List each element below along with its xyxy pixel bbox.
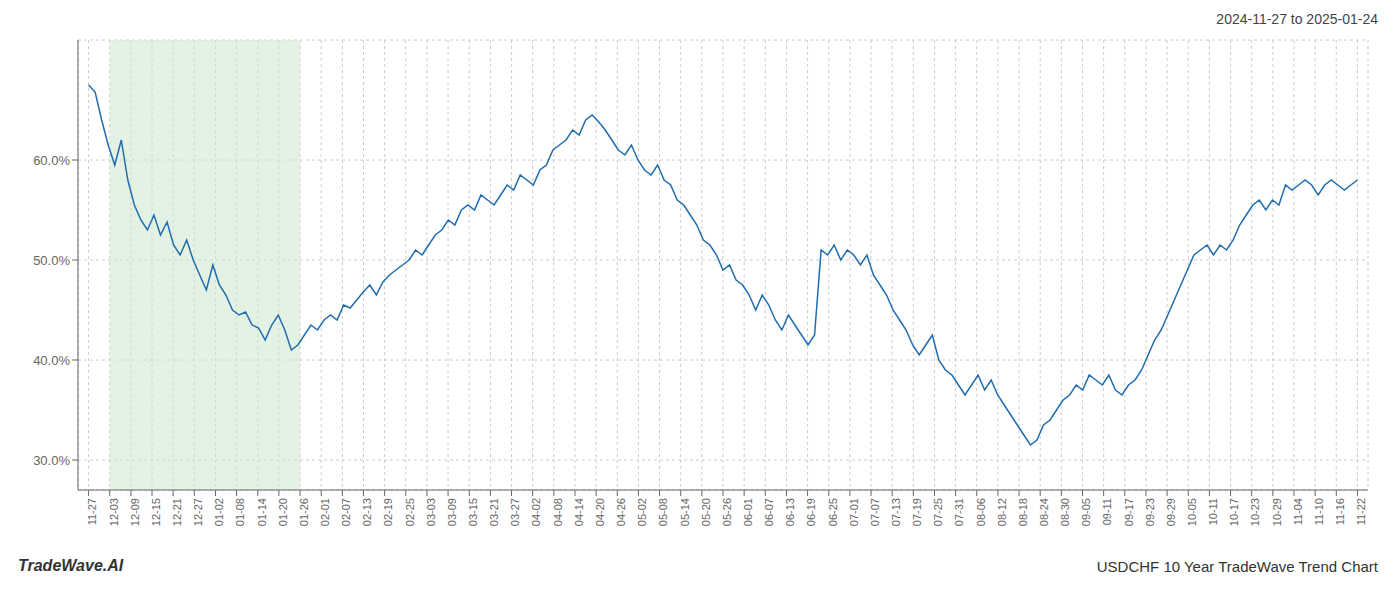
svg-text:02-07: 02-07 — [340, 498, 352, 526]
svg-text:08-30: 08-30 — [1059, 498, 1071, 526]
svg-text:11-22: 11-22 — [1355, 498, 1367, 525]
svg-text:10-29: 10-29 — [1271, 498, 1283, 526]
svg-text:01-26: 01-26 — [298, 498, 310, 526]
svg-text:40.0%: 40.0% — [33, 353, 70, 368]
svg-text:10-05: 10-05 — [1186, 498, 1198, 526]
svg-text:07-13: 07-13 — [890, 498, 902, 526]
html-text:2024-11-27 to 2025-01-24: 2024-11-27 to 2025-01-24 — [1216, 11, 1378, 27]
svg-text:09-29: 09-29 — [1165, 498, 1177, 526]
svg-text:01-08: 01-08 — [234, 498, 246, 526]
svg-text:09-11: 09-11 — [1101, 498, 1113, 525]
svg-text:04-08: 04-08 — [552, 498, 564, 526]
svg-text:08-24: 08-24 — [1038, 498, 1050, 526]
svg-text:11-27: 11-27 — [86, 498, 98, 525]
svg-text:01-20: 01-20 — [277, 498, 289, 526]
svg-text:10-11: 10-11 — [1207, 498, 1219, 525]
svg-text:06-19: 06-19 — [805, 498, 817, 526]
svg-text:05-02: 05-02 — [636, 498, 648, 526]
svg-text:05-08: 05-08 — [657, 498, 669, 526]
svg-text:03-09: 03-09 — [446, 498, 458, 526]
svg-text:06-13: 06-13 — [784, 498, 796, 526]
svg-text:08-12: 08-12 — [996, 498, 1008, 526]
svg-text:02-25: 02-25 — [404, 498, 416, 526]
svg-text:07-25: 07-25 — [932, 498, 944, 526]
svg-text:12-09: 12-09 — [129, 498, 141, 526]
svg-text:12-15: 12-15 — [150, 498, 162, 526]
svg-text:01-02: 01-02 — [213, 498, 225, 526]
svg-text:50.0%: 50.0% — [33, 253, 70, 268]
svg-text:09-23: 09-23 — [1144, 498, 1156, 526]
svg-text:08-18: 08-18 — [1017, 498, 1029, 526]
svg-text:12-21: 12-21 — [171, 498, 183, 526]
svg-text:60.0%: 60.0% — [33, 153, 70, 168]
svg-text:03-15: 03-15 — [467, 498, 479, 526]
svg-text:04-20: 04-20 — [594, 498, 606, 526]
svg-text:07-01: 07-01 — [848, 498, 860, 526]
svg-text:10-23: 10-23 — [1249, 498, 1261, 526]
svg-text:07-19: 07-19 — [911, 498, 923, 526]
svg-text:05-20: 05-20 — [700, 498, 712, 526]
svg-text:11-16: 11-16 — [1334, 498, 1346, 525]
svg-text:02-01: 02-01 — [319, 498, 331, 526]
svg-text:12-03: 12-03 — [108, 498, 120, 526]
svg-text:02-19: 02-19 — [382, 498, 394, 526]
svg-text:09-05: 09-05 — [1080, 498, 1092, 526]
html-text:USDCHF 10 Year TradeWave Trend: USDCHF 10 Year TradeWave Trend Chart — [1096, 558, 1378, 575]
html-text:TradeWave.AI: TradeWave.AI — [18, 557, 124, 574]
svg-text:07-31: 07-31 — [953, 498, 965, 526]
svg-text:03-27: 03-27 — [509, 498, 521, 526]
svg-text:11-04: 11-04 — [1292, 498, 1304, 525]
svg-text:11-10: 11-10 — [1313, 498, 1325, 525]
svg-text:01-14: 01-14 — [256, 498, 268, 526]
svg-text:06-01: 06-01 — [742, 498, 754, 526]
svg-text:10-17: 10-17 — [1228, 498, 1240, 526]
svg-text:09-17: 09-17 — [1123, 498, 1135, 526]
svg-text:05-14: 05-14 — [679, 498, 691, 526]
svg-text:04-26: 04-26 — [615, 498, 627, 526]
svg-text:08-06: 08-06 — [975, 498, 987, 526]
svg-text:05-26: 05-26 — [721, 498, 733, 526]
svg-text:12-27: 12-27 — [192, 498, 204, 526]
svg-text:03-03: 03-03 — [425, 498, 437, 526]
svg-text:06-07: 06-07 — [763, 498, 775, 526]
svg-text:04-14: 04-14 — [573, 498, 585, 526]
svg-text:04-02: 04-02 — [530, 498, 542, 526]
svg-text:06-25: 06-25 — [827, 498, 839, 526]
svg-text:07-07: 07-07 — [869, 498, 881, 526]
svg-text:30.0%: 30.0% — [33, 453, 70, 468]
svg-text:02-13: 02-13 — [361, 498, 373, 526]
svg-text:03-21: 03-21 — [488, 498, 500, 526]
